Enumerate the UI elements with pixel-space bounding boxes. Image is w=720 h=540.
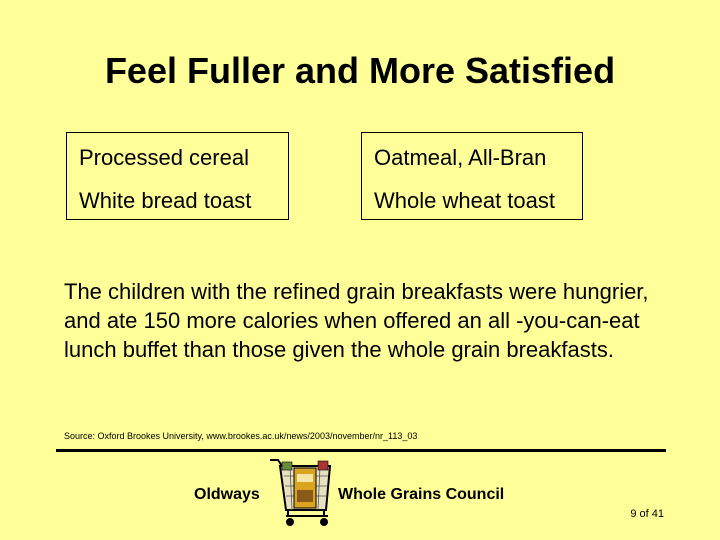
whole-item-1: Oatmeal, All-Bran — [374, 145, 547, 170]
source-citation: Source: Oxford Brookes University, www.b… — [64, 431, 418, 441]
refined-item-1: Processed cereal — [79, 145, 249, 170]
whole-item-2: Whole wheat toast — [374, 188, 555, 213]
oldways-label: Oldways — [194, 486, 260, 503]
refined-grain-box: Processed cereal White bread toast — [66, 132, 289, 220]
whole-grains-council-label: Whole Grains Council — [338, 486, 505, 503]
page-number: 9 of 41 — [630, 508, 664, 520]
whole-grain-box: Oatmeal, All-Bran Whole wheat toast — [361, 132, 583, 220]
refined-item-2: White bread toast — [79, 188, 252, 213]
slide-title: Feel Fuller and More Satisfied — [104, 50, 616, 91]
grocery-cart-logo-icon — [270, 459, 332, 526]
footer-divider — [56, 449, 666, 452]
body-paragraph: The children with the refined grain brea… — [64, 279, 649, 362]
